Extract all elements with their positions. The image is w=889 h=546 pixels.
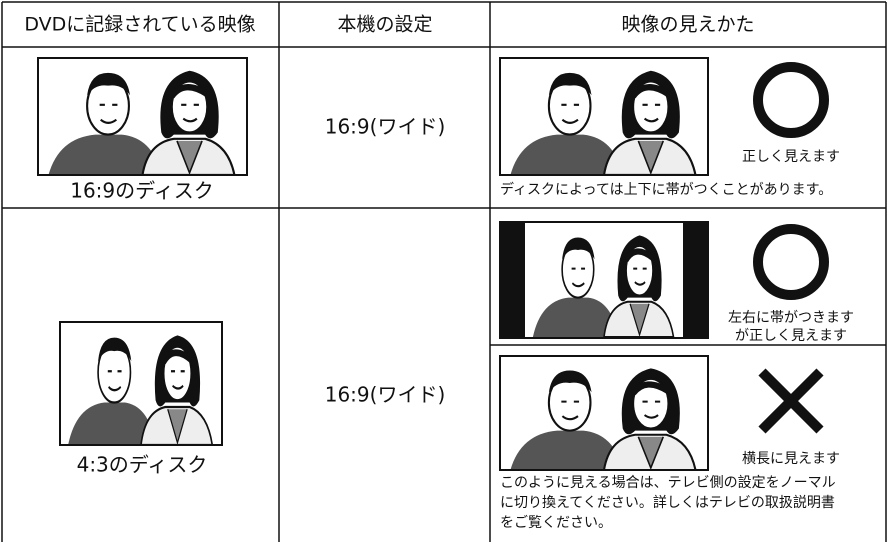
header-cell: DVDに記録されている映像 xyxy=(24,14,255,36)
ok-mark xyxy=(753,224,829,300)
note: ディスクによっては上下に帯がつくことがあります。 xyxy=(500,181,832,198)
note: をご覧ください。 xyxy=(500,514,612,531)
verdict: が正しく見えます xyxy=(735,328,847,344)
ng-mark xyxy=(758,368,824,434)
ok-mark xyxy=(753,62,829,138)
disc-image xyxy=(37,57,248,176)
disc-caption: 16:9のディスク xyxy=(70,179,214,203)
verdict: 正しく見えます xyxy=(742,149,840,165)
setting: 16:9(ワイド) xyxy=(325,383,446,407)
result-image xyxy=(499,355,709,471)
note: このように見える場合は、テレビ側の設定をノーマル xyxy=(500,475,836,491)
verdict: 横長に見えます xyxy=(742,451,840,467)
setting: 16:9(ワイド) xyxy=(325,115,446,139)
result-image xyxy=(499,221,709,339)
note: に切り換えてください。詳しくはテレビの取扱説明書 xyxy=(500,495,835,511)
verdict: 左右に帯がつきます xyxy=(728,310,854,326)
header-cell: 本機の設定 xyxy=(337,14,432,36)
header-cell: 映像の見えかた xyxy=(621,14,754,36)
disc-caption: 4:3のディスク xyxy=(77,453,208,477)
disc-image xyxy=(59,321,223,446)
result-image xyxy=(499,57,709,176)
